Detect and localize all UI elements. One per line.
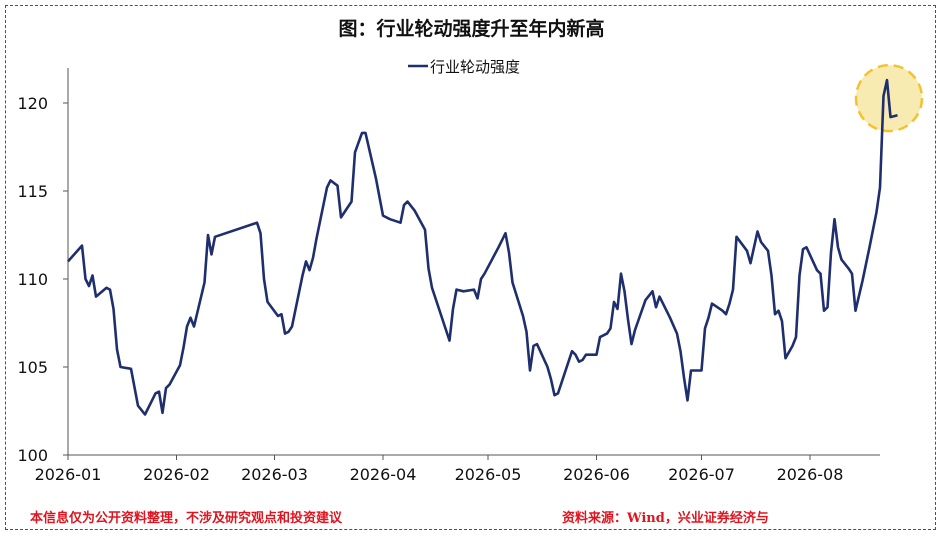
legend-label: 行业轮动强度	[430, 58, 520, 76]
disclaimer-note: 本信息仅为公开资料整理，不涉及研究观点和投资建议	[30, 511, 343, 526]
axes	[67, 68, 880, 456]
y-tick-label: 115	[17, 182, 48, 201]
x-tick-label: 2026-08	[777, 465, 844, 484]
y-axis-ticks: 100 105 110 115 120	[17, 94, 68, 465]
x-tick-label: 2026-01	[35, 465, 102, 484]
chart-frame	[5, 5, 936, 530]
x-axis-ticks: 2026-01 2026-02 2026-03 2026-04 2026-05 2026-…	[35, 455, 844, 484]
x-tick-label: 2026-03	[241, 465, 308, 484]
x-tick-label: 2026-05	[455, 465, 522, 484]
chart-title: 图：行业轮动强度升至年内新高	[338, 18, 605, 40]
series-line	[67, 78, 898, 416]
y-tick-label: 110	[17, 270, 48, 289]
y-tick-label: 105	[17, 358, 48, 377]
y-tick-label: 100	[17, 446, 48, 465]
x-tick-label: 2026-04	[350, 465, 417, 484]
legend: 行业轮动强度	[408, 58, 520, 76]
y-tick-label: 120	[17, 94, 48, 113]
source-note: 资料来源：Wind，兴业证券经济与	[562, 511, 769, 526]
x-tick-label: 2026-07	[668, 465, 735, 484]
x-tick-label: 2026-02	[143, 465, 210, 484]
x-tick-label: 2026-06	[563, 465, 630, 484]
